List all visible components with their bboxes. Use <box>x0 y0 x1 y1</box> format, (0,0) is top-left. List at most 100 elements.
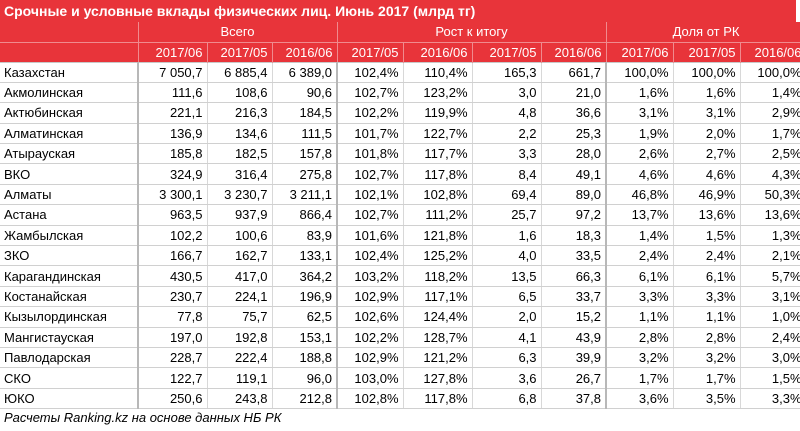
header-group-growth: Рост к итогу <box>337 22 607 43</box>
value-cell: 157,8 <box>272 143 339 165</box>
value-cell: 2,7% <box>673 143 741 165</box>
value-cell: 102,6% <box>337 306 404 328</box>
value-cell: 2,9% <box>740 102 800 124</box>
header-year: 2017/05 <box>207 42 273 62</box>
value-cell: 6 885,4 <box>207 61 273 83</box>
value-cell: 49,1 <box>541 163 608 185</box>
value-cell: 6,8 <box>472 388 542 410</box>
table-row: ЮКО 250,6 243,8 212,8 102,8% 117,8% 6,8 37,8 3,6… <box>0 388 800 410</box>
value-cell: 192,8 <box>207 327 273 348</box>
value-cell: 124,4% <box>403 306 473 328</box>
value-cell: 50,3% <box>740 184 800 206</box>
value-cell: 1,5% <box>740 367 800 389</box>
value-cell: 36,6 <box>541 102 608 124</box>
value-cell: 185,8 <box>138 143 208 165</box>
value-cell: 13,6% <box>673 204 741 226</box>
value-cell: 122,7% <box>403 123 473 145</box>
value-cell: 937,9 <box>207 204 273 226</box>
value-cell: 1,3% <box>740 225 800 247</box>
value-cell: 6,5 <box>472 286 542 308</box>
table-row: Алматинская 136,9 134,6 111,5 101,7% 122,7% 2,… <box>0 123 800 145</box>
value-cell: 89,0 <box>541 184 608 206</box>
value-cell: 4,0 <box>472 245 542 267</box>
value-cell: 111,5 <box>272 123 339 145</box>
value-cell: 2,8% <box>673 327 741 348</box>
value-cell: 963,5 <box>138 204 208 226</box>
header-year: 2017/05 <box>337 42 404 62</box>
value-cell: 2,8% <box>606 327 674 348</box>
value-cell: 13,5 <box>472 265 542 287</box>
value-cell: 1,4% <box>740 82 800 104</box>
value-cell: 25,7 <box>472 204 542 226</box>
value-cell: 102,2% <box>337 327 404 348</box>
value-cell: 364,2 <box>272 265 339 287</box>
value-cell: 2,4% <box>740 327 800 348</box>
value-cell: 43,9 <box>541 327 608 348</box>
region-name-cell: Атырауская <box>0 143 139 165</box>
value-cell: 430,5 <box>138 265 208 287</box>
value-cell: 97,2 <box>541 204 608 226</box>
value-cell: 3,3% <box>606 286 674 308</box>
value-cell: 866,4 <box>272 204 339 226</box>
value-cell: 661,7 <box>541 61 608 83</box>
value-cell: 121,2% <box>403 347 473 369</box>
value-cell: 184,5 <box>272 102 339 124</box>
region-name-cell: Актюбинская <box>0 102 139 124</box>
value-cell: 66,3 <box>541 265 608 287</box>
header-group-row: Всего Рост к итогу Доля от РК <box>0 22 800 43</box>
value-cell: 26,7 <box>541 367 608 389</box>
header-blank <box>0 42 139 62</box>
value-cell: 3,2% <box>673 347 741 369</box>
value-cell: 119,9% <box>403 102 473 124</box>
value-cell: 2,0 <box>472 306 542 328</box>
value-cell: 1,4% <box>606 225 674 247</box>
value-cell: 46,9% <box>673 184 741 206</box>
value-cell: 39,9 <box>541 347 608 369</box>
value-cell: 108,6 <box>207 82 273 104</box>
value-cell: 127,8% <box>403 367 473 389</box>
value-cell: 21,0 <box>541 82 608 104</box>
region-name-cell: ЗКО <box>0 245 139 267</box>
header-year: 2016/06 <box>403 42 473 62</box>
value-cell: 6,3 <box>472 347 542 369</box>
value-cell: 100,6 <box>207 225 273 247</box>
value-cell: 100,0% <box>606 61 674 83</box>
value-cell: 324,9 <box>138 163 208 185</box>
value-cell: 102,2 <box>138 225 208 247</box>
header-year: 2017/06 <box>138 42 208 62</box>
value-cell: 1,6% <box>673 82 741 104</box>
value-cell: 102,2% <box>337 102 404 124</box>
table-row: Жамбылская 102,2 100,6 83,9 101,6% 121,8% 1,6 1… <box>0 225 800 247</box>
value-cell: 101,8% <box>337 143 404 165</box>
header-year: 2017/05 <box>673 42 741 62</box>
value-cell: 102,4% <box>337 61 404 83</box>
value-cell: 117,1% <box>403 286 473 308</box>
value-cell: 33,5 <box>541 245 608 267</box>
header-group-total: Всего <box>138 22 338 43</box>
value-cell: 1,5% <box>673 225 741 247</box>
source-note: Расчеты Ranking.kz на основе данных НБ Р… <box>4 410 282 425</box>
value-cell: 2,4% <box>606 245 674 267</box>
value-cell: 83,9 <box>272 225 339 247</box>
value-cell: 25,3 <box>541 123 608 145</box>
value-cell: 3,6% <box>606 388 674 410</box>
value-cell: 1,1% <box>606 306 674 328</box>
table-row: Кызылординская 77,8 75,7 62,5 102,6% 124,4% 2,… <box>0 306 800 328</box>
value-cell: 125,2% <box>403 245 473 267</box>
value-cell: 119,1 <box>207 367 273 389</box>
value-cell: 3 230,7 <box>207 184 273 206</box>
value-cell: 2,0% <box>673 123 741 145</box>
region-name-cell: Астана <box>0 204 139 226</box>
header-blank <box>0 22 139 43</box>
value-cell: 2,5% <box>740 143 800 165</box>
value-cell: 111,6 <box>138 82 208 104</box>
table-row: Мангистауская 197,0 192,8 153,1 102,2% 128,7%… <box>0 327 800 348</box>
value-cell: 7 050,7 <box>138 61 208 83</box>
value-cell: 102,7% <box>337 82 404 104</box>
value-cell: 162,7 <box>207 245 273 267</box>
value-cell: 316,4 <box>207 163 273 185</box>
table-row: Атырауская 185,8 182,5 157,8 101,8% 117,7% 3,3… <box>0 143 800 165</box>
header-year: 2016/06 <box>740 42 800 62</box>
value-cell: 117,8% <box>403 163 473 185</box>
value-cell: 6,1% <box>673 265 741 287</box>
